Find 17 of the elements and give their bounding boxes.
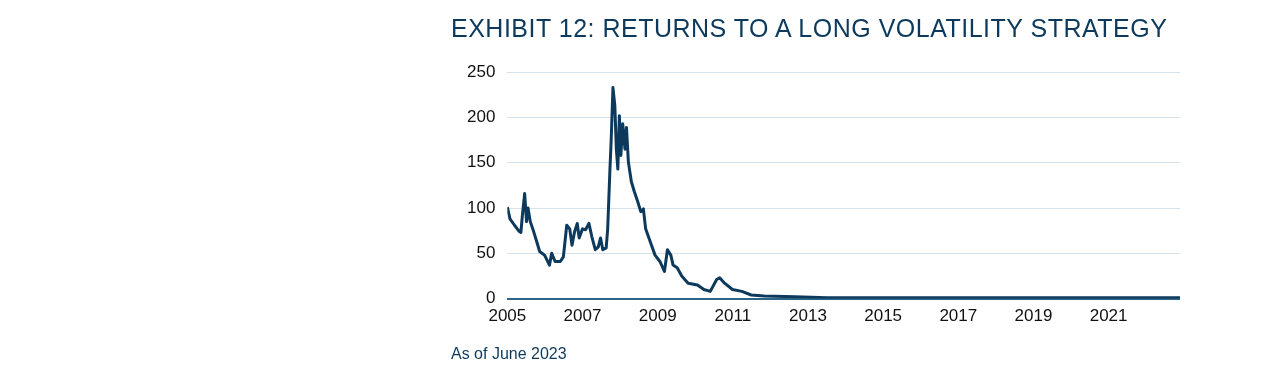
x-tick-label: 2007	[563, 306, 602, 326]
y-tick-label: 200	[466, 107, 496, 127]
text: As of June 2023	[451, 345, 567, 363]
x-tick-label: 2015	[864, 306, 903, 326]
y-tick-label: 250	[466, 61, 496, 81]
x-tick-label: 2017	[939, 306, 978, 326]
x-tick-label: 2011	[714, 306, 752, 326]
y-tick-label: 150	[466, 152, 496, 172]
y-tick-label: 50	[476, 243, 496, 263]
chart-title: EXHIBIT 12: RETURNS TO A LONG VOLATILITY STRATEGY	[451, 14, 1168, 43]
x-tick-label: 2013	[789, 306, 827, 326]
x-tick-label: 2021	[1089, 306, 1128, 326]
y-tick-label: 100	[466, 197, 496, 217]
x-tick-label: 2019	[1014, 306, 1053, 326]
y-tick-label: 0	[485, 288, 496, 308]
x-tick-label: 2009	[638, 306, 677, 326]
x-tick-label: 2005	[488, 306, 527, 326]
